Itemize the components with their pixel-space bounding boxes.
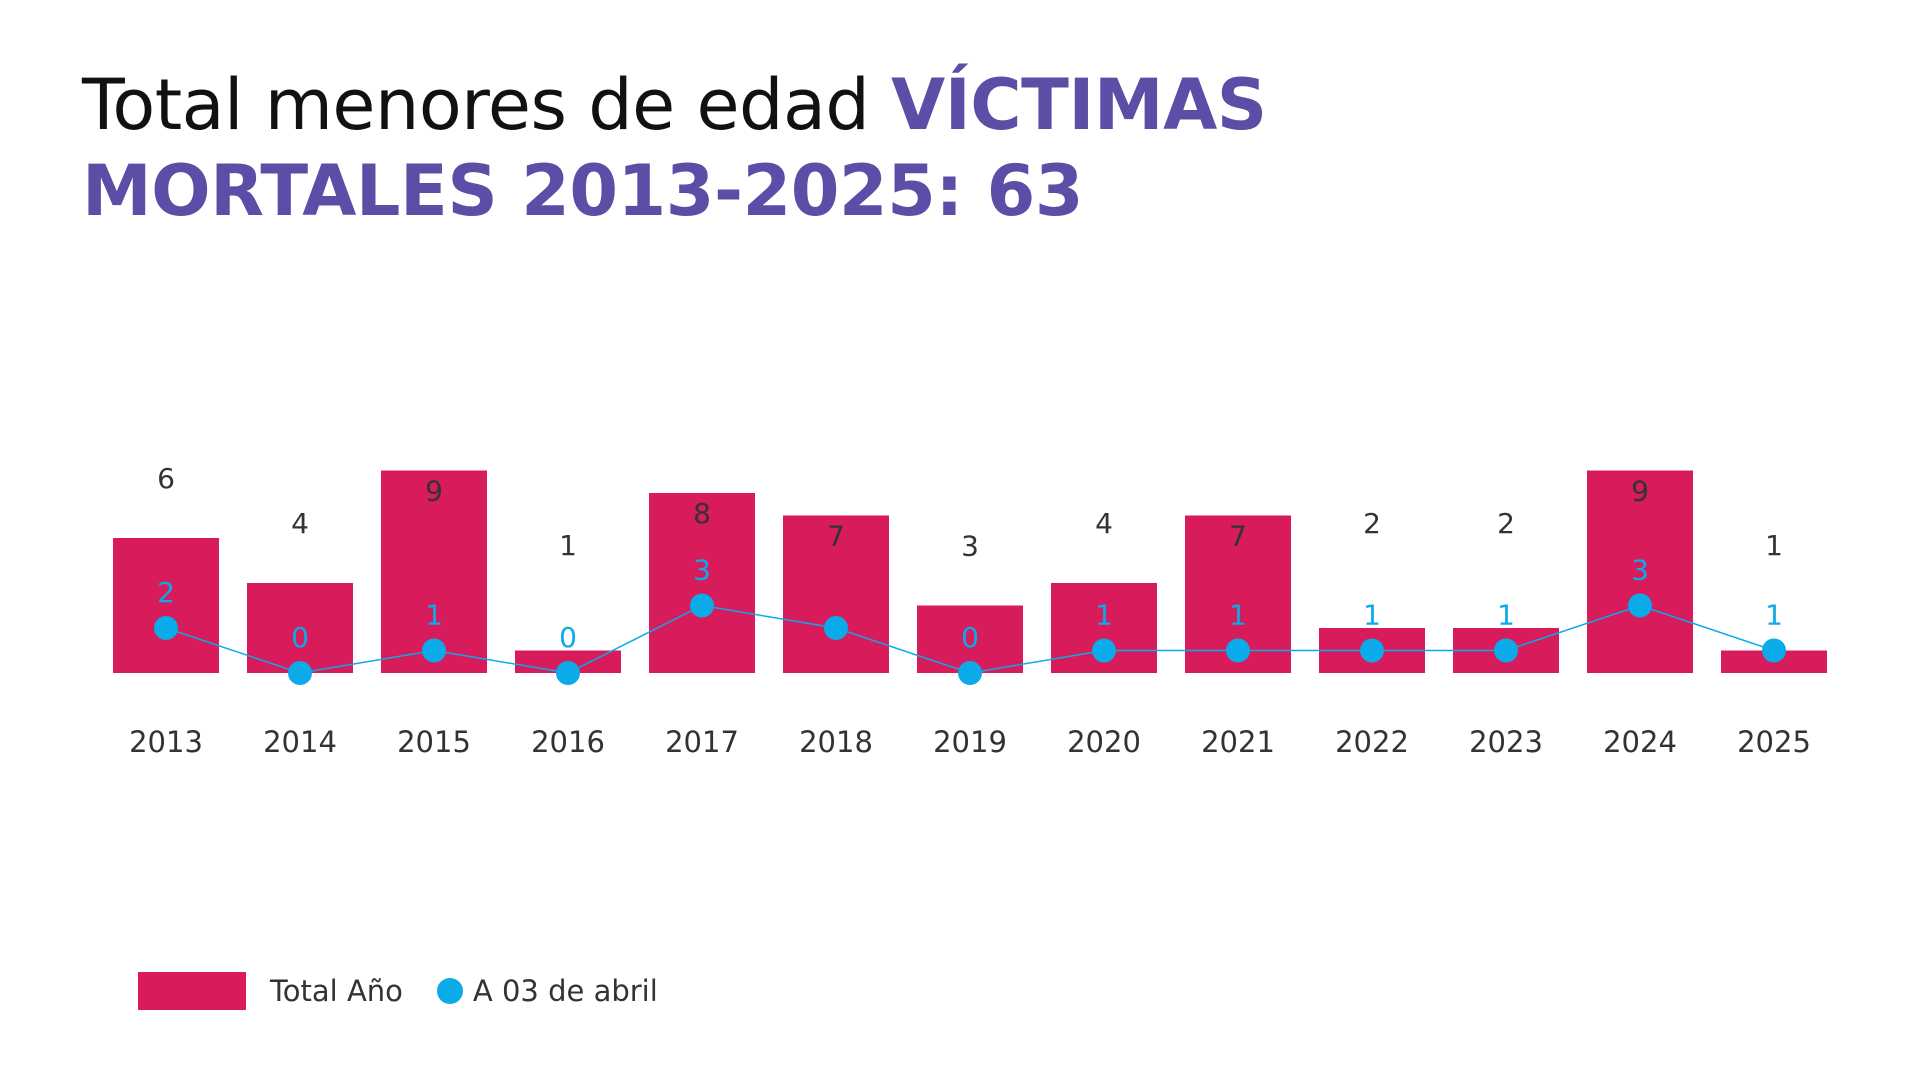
bar-label-2016: 1 [559,529,577,562]
x-tick-label-2013: 2013 [129,725,203,759]
x-tick-label-2014: 2014 [263,725,337,759]
point-2023 [1494,638,1518,663]
bar-label-2025: 1 [1765,529,1783,562]
x-tick-label-2019: 2019 [933,725,1007,759]
legend-label-total: Total Año [270,974,403,1008]
point-label-2013: 2 [157,576,175,609]
bar-label-2022: 2 [1363,507,1381,540]
point-label-2019: 0 [961,621,979,654]
bar-label-2024: 9 [1631,475,1649,508]
bar-2018 [783,515,889,673]
point-label-2023: 1 [1497,599,1515,632]
chart-title-highlight: VÍCTIMAS MORTALES 2013-2025: 63 [82,64,1267,232]
bar-2024 [1587,470,1693,673]
point-label-2017: 3 [693,554,711,587]
point-2024 [1628,593,1652,618]
point-2025 [1762,638,1786,663]
x-tick-label-2015: 2015 [397,725,471,759]
x-tick-label-2024: 2024 [1603,725,1677,759]
bar-label-2019: 3 [961,530,979,563]
bar-2013 [113,538,219,673]
bar-label-2014: 4 [291,507,309,540]
point-2022 [1360,638,1384,663]
legend-swatch-total [138,972,246,1010]
point-label-2016: 0 [559,621,577,654]
point-2015 [422,638,446,663]
point-label-2015: 1 [425,599,443,632]
chart-legend: Total Año A 03 de abril [138,972,658,1010]
bar-2014 [247,583,353,673]
bar-label-2017: 8 [693,497,711,530]
x-tick-label-2022: 2022 [1335,725,1409,759]
point-2020 [1092,638,1116,663]
point-label-2025: 1 [1765,599,1783,632]
bar-label-2018: 7 [827,520,845,553]
legend-swatch-partial [436,978,463,1004]
point-2021 [1226,638,1250,663]
x-tick-label-2021: 2021 [1201,725,1275,759]
bar-label-2013: 6 [157,462,175,495]
x-tick-label-2016: 2016 [531,725,605,759]
point-label-2024: 3 [1631,554,1649,587]
bar-label-2023: 2 [1497,507,1515,540]
bar-label-2021: 7 [1229,520,1247,553]
point-label-2020: 1 [1095,599,1113,632]
combo-chart: 6 4 9 1 8 7 3 4 7 2 2 9 1 2 0 1 0 3 0 1 1 1 1 3 1 2013 2014 2015 201… [113,462,1827,759]
point-label-2014: 0 [291,621,309,654]
x-tick-label-2023: 2023 [1469,725,1543,759]
point-2018 [824,616,848,640]
point-label-2022: 1 [1363,599,1381,632]
point-2014 [288,661,312,685]
x-tick-label-2018: 2018 [799,725,873,759]
point-label-2021: 1 [1229,599,1247,632]
x-tick-label-2017: 2017 [665,725,739,759]
x-tick-label-2025: 2025 [1737,725,1811,759]
bar-label-2015: 9 [425,475,443,508]
point-2016 [556,661,580,685]
chart-title-plain: Total menores de edad [82,64,892,146]
bar-2017 [649,493,755,673]
x-tick-label-2020: 2020 [1067,725,1141,759]
point-2019 [958,661,982,685]
point-2017 [690,593,714,618]
legend-label-partial: A 03 de abril [472,974,658,1008]
chart-title: Total menores de edad VÍCTIMAS MORTALES … [82,62,1282,234]
point-2013 [154,616,178,640]
bar-label-2020: 4 [1095,507,1113,540]
